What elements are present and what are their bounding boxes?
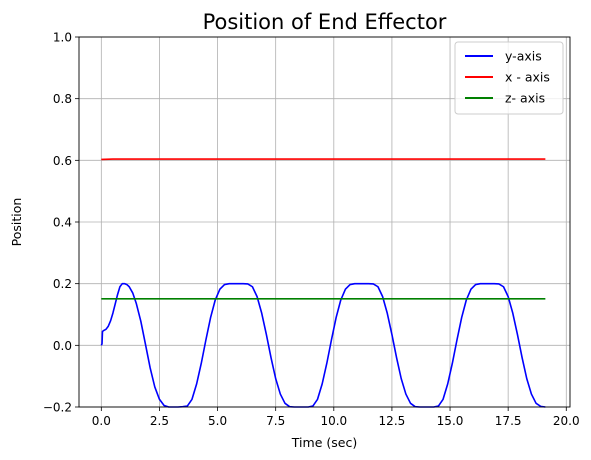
y-axis-ticks: −0.2 0.0 0.2 0.4 0.6 0.8 1.0 xyxy=(43,31,79,415)
y-tick-label: 1.0 xyxy=(53,31,72,45)
x-tick-label: 2.5 xyxy=(150,414,169,428)
x-tick-label: 7.5 xyxy=(266,414,285,428)
x-tick-label: 12.5 xyxy=(379,414,406,428)
x-tick-label: 17.5 xyxy=(495,414,522,428)
y-tick-label: −0.2 xyxy=(43,401,72,415)
y-axis-label: Position xyxy=(9,198,24,247)
legend-box xyxy=(454,41,564,115)
x-tick-label: 15.0 xyxy=(437,414,464,428)
legend: y-axis x - axis z- axis xyxy=(454,41,564,115)
legend-label-y-axis: y-axis xyxy=(505,49,542,64)
legend-label-z-axis: z- axis xyxy=(505,91,545,106)
chart-title: Position of End Effector xyxy=(203,10,447,34)
y-tick-label: 0.8 xyxy=(53,92,72,106)
x-tick-label: 10.0 xyxy=(320,414,347,428)
x-axis-label: Time (sec) xyxy=(291,435,357,450)
legend-label-x-axis: x - axis xyxy=(505,70,550,85)
x-tick-label: 20.0 xyxy=(553,414,580,428)
y-tick-label: 0.4 xyxy=(53,216,72,230)
x-tick-label: 0.0 xyxy=(92,414,111,428)
y-tick-label: 0.0 xyxy=(53,339,72,353)
y-tick-label: 0.2 xyxy=(53,277,72,291)
x-axis-ticks: 0.0 2.5 5.0 7.5 10.0 12.5 15.0 17.5 20.0 xyxy=(92,407,580,428)
x-tick-label: 5.0 xyxy=(208,414,227,428)
y-tick-label: 0.6 xyxy=(53,154,72,168)
